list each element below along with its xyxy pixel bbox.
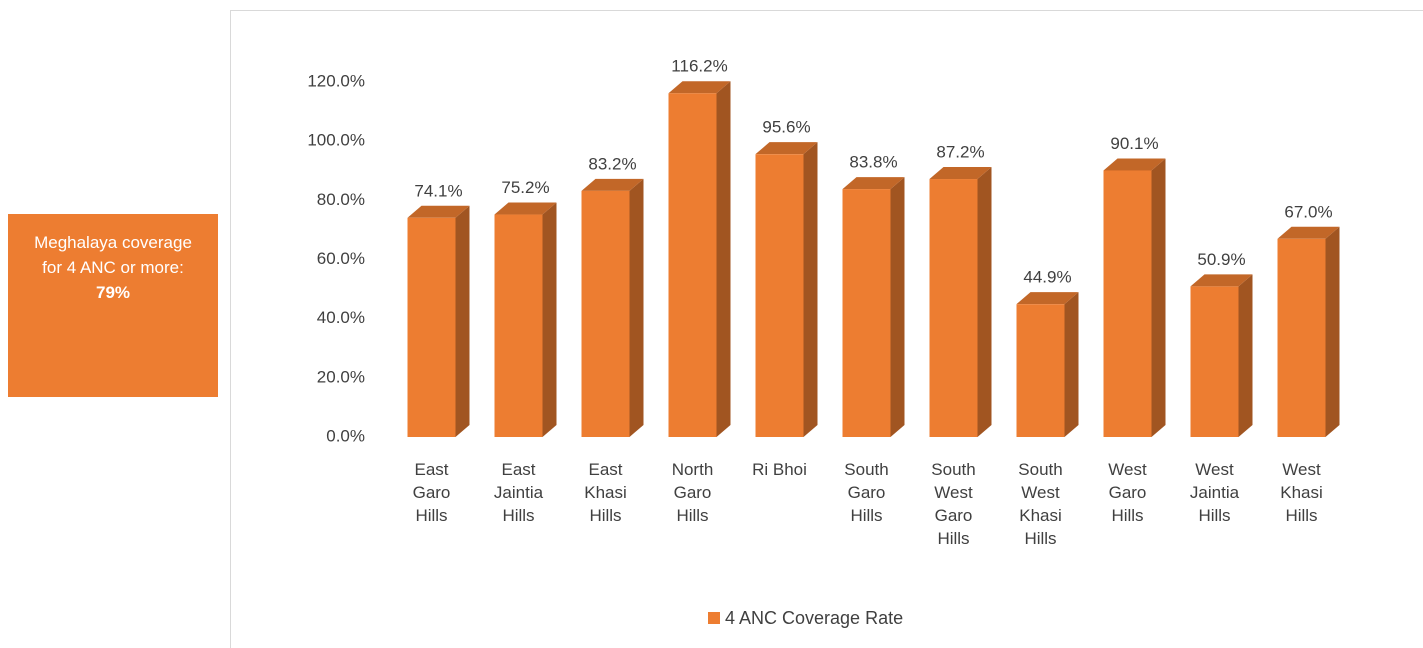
bar-side	[1238, 274, 1253, 437]
bar	[494, 214, 543, 437]
data-label: 90.1%	[1110, 134, 1158, 153]
bar-top	[494, 202, 557, 215]
data-label: 74.1%	[414, 181, 462, 200]
x-tick-label: South West Garo Hills	[931, 460, 976, 548]
bar	[581, 190, 630, 437]
callout-text: Meghalaya coverage for 4 ANC or more:	[34, 233, 192, 277]
data-label: 83.8%	[849, 153, 897, 172]
data-label: 95.6%	[762, 118, 810, 137]
y-tick-label: 120.0%	[307, 71, 365, 90]
chart-frame	[230, 10, 1423, 648]
bar-side	[629, 178, 644, 437]
bar-top	[668, 81, 731, 94]
bar-side	[716, 81, 731, 437]
bar	[1190, 286, 1239, 437]
bar-top	[1103, 158, 1166, 171]
callout-value: 79%	[95, 283, 131, 302]
y-tick-label: 100.0%	[307, 131, 365, 150]
bar-top	[1016, 292, 1079, 305]
y-tick-label: 60.0%	[317, 249, 365, 268]
bar-side	[455, 205, 470, 437]
bar-side	[803, 142, 818, 437]
bar-top	[1190, 274, 1253, 287]
x-tick-label: North Garo Hills	[671, 460, 714, 525]
y-tick-label: 0.0%	[326, 426, 365, 445]
bar	[668, 93, 717, 437]
y-tick-label: 40.0%	[317, 308, 365, 327]
data-label: 116.2%	[671, 57, 727, 76]
bar	[407, 217, 456, 437]
bar	[842, 189, 891, 437]
data-label: 44.9%	[1023, 268, 1071, 287]
x-tick-label: South West Khasi Hills	[1018, 460, 1063, 548]
bar	[929, 179, 978, 438]
bar	[755, 154, 804, 437]
bar-side	[890, 177, 905, 437]
data-label: 67.0%	[1284, 202, 1332, 221]
bar-side	[977, 167, 992, 438]
bar-top	[929, 167, 992, 180]
y-tick-label: 20.0%	[317, 367, 365, 386]
data-label: 83.2%	[588, 154, 636, 173]
callout: Meghalaya coverage for 4 ANC or more: 79…	[8, 214, 218, 397]
x-tick-label: South Garo Hills	[844, 460, 889, 525]
bar	[1103, 170, 1152, 437]
bar-top	[1277, 226, 1340, 239]
data-label: 50.9%	[1197, 250, 1245, 269]
x-tick-label: East Khasi Hills	[584, 460, 627, 525]
data-label: 75.2%	[501, 178, 549, 197]
bar-top	[842, 177, 905, 190]
legend-swatch	[708, 612, 720, 624]
bar	[1277, 238, 1326, 437]
x-tick-label: West Khasi Hills	[1280, 460, 1323, 525]
data-label: 87.2%	[936, 143, 984, 162]
x-tick-label: Ri Bhoi	[752, 460, 807, 479]
bar-top	[755, 142, 818, 155]
bar-side	[1325, 226, 1340, 437]
bar-side	[1151, 158, 1166, 437]
y-tick-label: 80.0%	[317, 190, 365, 209]
bar-top	[581, 178, 644, 191]
bar-side	[1064, 292, 1079, 437]
bar-side	[542, 202, 557, 437]
x-tick-label: West Jaintia Hills	[1189, 460, 1240, 525]
bar	[1016, 304, 1065, 437]
legend-label: 4 ANC Coverage Rate	[725, 608, 903, 628]
bar-top	[407, 205, 470, 218]
x-tick-label: West Garo Hills	[1108, 460, 1147, 525]
x-tick-label: East Garo Hills	[412, 460, 451, 525]
x-tick-label: East Jaintia Hills	[493, 460, 544, 525]
